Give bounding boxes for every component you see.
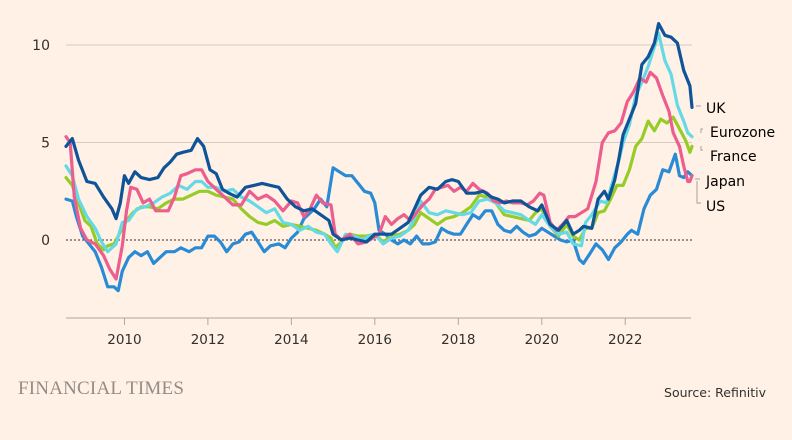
legend-label-eurozone: Eurozone — [710, 125, 775, 141]
x-tick-label: 2010 — [107, 332, 141, 348]
y-tick-label: 10 — [32, 38, 50, 54]
y-tick-label: 5 — [41, 136, 50, 152]
series-lines — [64, 22, 694, 293]
x-axis: 2010 2012 2014 2016 2018 2020 2022 — [66, 317, 691, 348]
y-tick-label: 0 — [41, 233, 50, 249]
legend-leader — [700, 128, 703, 133]
series-line-japan — [64, 70, 694, 281]
legend-leader — [700, 146, 703, 151]
x-tick-label: 2014 — [274, 332, 308, 348]
x-tick-label: 2016 — [358, 332, 392, 348]
source-note: Source: Refinitiv — [664, 385, 766, 400]
x-tick-label: 2018 — [441, 332, 475, 348]
series-line-us — [64, 152, 694, 293]
x-tick-label: 2020 — [525, 332, 559, 348]
legend-label-france: France — [710, 149, 757, 165]
ft-logo: FINANCIAL TIMES — [18, 378, 185, 399]
y-axis: 0 5 10 — [32, 38, 50, 249]
x-tick-label: 2012 — [191, 332, 225, 348]
legend-label-uk: UK — [706, 101, 726, 117]
series-line-uk — [64, 22, 694, 244]
series-line-france — [64, 115, 694, 252]
x-tick-label: 2022 — [608, 332, 642, 348]
legend: UK Eurozone France Japan US — [695, 101, 775, 215]
legend-leader — [695, 178, 701, 204]
legend-label-us: US — [706, 199, 725, 215]
legend-label-japan: Japan — [705, 174, 745, 190]
